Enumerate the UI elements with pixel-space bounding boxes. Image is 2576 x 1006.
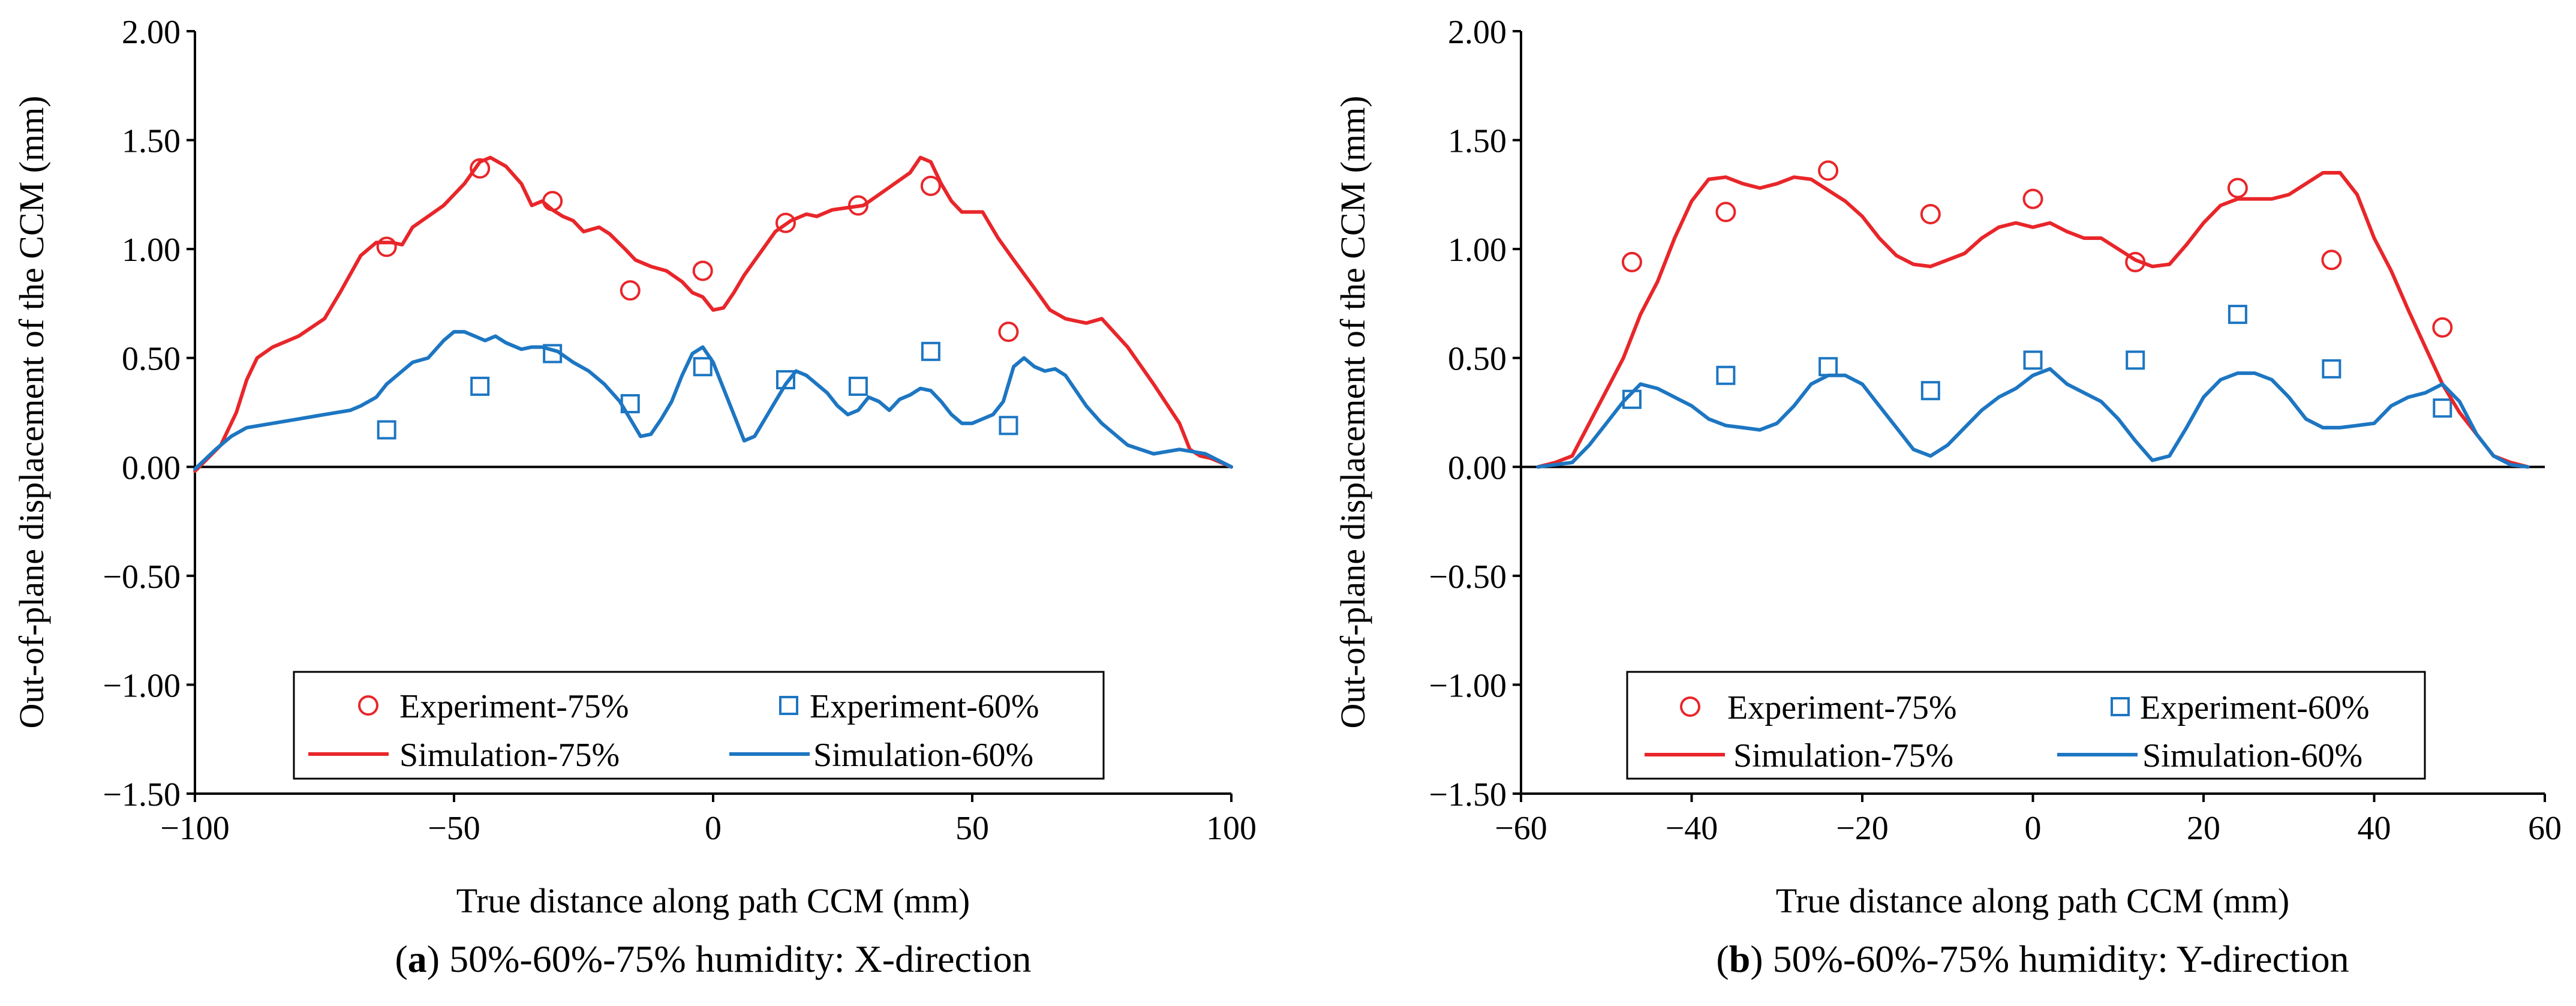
y-tick-label-b: 1.50	[1448, 123, 1507, 160]
legend-a: Experiment-75% Experiment-60% Simulation…	[293, 671, 1105, 780]
x-tick-label-b: −60	[1495, 810, 1547, 847]
legend-label-exp60: Experiment-60%	[810, 688, 1039, 725]
legend-label-sim75: Simulation-75%	[399, 737, 620, 774]
legend-marker-exp60	[779, 696, 798, 715]
data-point-experiment-60	[921, 341, 940, 361]
data-point-experiment-60	[693, 357, 713, 377]
panel-label-a: a	[408, 938, 427, 980]
data-point-experiment-60	[2322, 359, 2341, 379]
x-tick-label-b: −20	[1836, 810, 1889, 847]
data-point-experiment-75	[2321, 250, 2342, 271]
data-point-experiment-60	[377, 420, 396, 440]
caption-a: (a) 50%-60%-75% humidity: X-direction	[395, 938, 1031, 980]
y-tick-label-b: 2.00	[1448, 14, 1507, 51]
y-axis-title-a: Out-of-plane displacement of the CCM (mm…	[12, 95, 51, 728]
data-point-experiment-75	[998, 322, 1019, 343]
data-point-experiment-75	[692, 260, 713, 281]
x-tick-label-a: −50	[428, 810, 480, 847]
y-tick-label-a: −0.50	[103, 558, 181, 596]
y-tick-label-b: 0.00	[1448, 449, 1507, 487]
data-point-experiment-75	[2022, 188, 2043, 209]
data-point-experiment-60	[470, 376, 490, 396]
data-point-experiment-75	[2432, 317, 2453, 338]
data-point-experiment-75	[1715, 202, 1736, 223]
x-tick-label-a: −100	[160, 810, 230, 847]
x-axis-title-a: True distance along path CCM (mm)	[456, 881, 970, 920]
data-point-experiment-75	[1920, 204, 1941, 225]
data-point-experiment-60	[1920, 381, 1940, 401]
y-tick-label-a: 1.50	[122, 123, 181, 160]
x-tick-label-b: 60	[2528, 810, 2562, 847]
y-tick-label-a: 2.00	[122, 14, 181, 51]
data-point-experiment-75	[542, 191, 563, 212]
data-point-experiment-75	[775, 212, 796, 233]
y-tick-label-a: 0.00	[122, 449, 181, 487]
y-tick-label-b: 1.00	[1448, 232, 1507, 269]
data-point-experiment-75	[1621, 251, 1642, 272]
y-tick-label-b: −0.50	[1429, 558, 1507, 596]
data-point-experiment-60	[1818, 357, 1838, 377]
legend-label-exp75: Experiment-75%	[399, 688, 629, 725]
legend-label-sim60: Simulation-60%	[2142, 737, 2362, 774]
data-point-experiment-60	[2228, 305, 2247, 325]
y-tick-label-a: 0.50	[122, 341, 181, 378]
legend-marker-exp75	[1680, 696, 1700, 717]
x-tick-label-b: 40	[2358, 810, 2391, 847]
y-tick-label-a: −1.50	[103, 776, 181, 813]
series-line-simulation-60	[1536, 367, 2530, 469]
legend-box-b	[1626, 671, 2426, 780]
y-tick-label-b: −1.50	[1429, 776, 1507, 813]
data-point-experiment-60	[2023, 350, 2043, 370]
x-axis-title-b: True distance along path CCM (mm)	[1776, 881, 2290, 920]
legend-label-sim60: Simulation-60%	[813, 737, 1033, 774]
data-point-experiment-60	[848, 376, 868, 396]
data-point-experiment-75	[920, 175, 941, 196]
caption-text-a: 50%-60%-75% humidity: X-direction	[449, 938, 1031, 980]
data-point-experiment-60	[999, 416, 1018, 436]
data-point-experiment-75	[470, 158, 491, 179]
y-axis-title-b: Out-of-plane displacement of the CCM (mm…	[1333, 95, 1372, 728]
data-point-experiment-60	[2433, 398, 2452, 418]
data-point-experiment-60	[2126, 350, 2145, 370]
x-tick-label-b: 20	[2187, 810, 2220, 847]
x-tick-label-a: 50	[955, 810, 989, 847]
x-tick-label-b: −40	[1666, 810, 1718, 847]
series-line-simulation-75	[1536, 171, 2530, 469]
y-tick-label-a: −1.00	[103, 667, 181, 704]
legend-label-exp60: Experiment-60%	[2140, 689, 2370, 726]
chart-panel-a: −1.50 −1.00 −0.50 0.00 0.50 1.00 1.50 2.00 −100…	[12, 14, 1257, 980]
legend-marker-exp60	[2111, 697, 2130, 716]
x-tick-label-a: 0	[705, 810, 722, 847]
chart-panel-b: −1.50 −1.00 −0.50 0.00 0.50 1.00 1.50 2.00 −60 −…	[1333, 14, 2562, 980]
legend-label-sim75: Simulation-75%	[1733, 737, 1953, 774]
data-point-experiment-75	[1818, 160, 1839, 181]
data-point-experiment-75	[847, 195, 868, 216]
data-point-experiment-75	[2227, 178, 2248, 199]
legend-marker-exp75	[358, 695, 378, 716]
data-point-experiment-75	[620, 280, 641, 301]
y-tick-label-b: 0.50	[1448, 341, 1507, 378]
series-line-simulation-75	[193, 155, 1233, 473]
data-point-experiment-75	[376, 236, 397, 257]
y-tick-label-a: 1.00	[122, 232, 181, 269]
series-line-simulation-60	[193, 330, 1233, 471]
panel-label-b: b	[1729, 938, 1751, 980]
legend-b: Experiment-75% Experiment-60% Simulation…	[1626, 671, 2426, 780]
legend-label-exp75: Experiment-75%	[1727, 689, 1957, 726]
caption-b: (b) 50%-60%-75% humidity: Y-direction	[1716, 938, 2349, 980]
legend-box-a	[293, 671, 1105, 780]
data-point-experiment-60	[775, 370, 795, 390]
x-tick-label-b: 0	[2025, 810, 2042, 847]
caption-text-b: 50%-60%-75% humidity: Y-direction	[1773, 938, 2349, 980]
data-point-experiment-60	[1716, 365, 1736, 385]
x-tick-label-a: 100	[1206, 810, 1257, 847]
y-tick-label-b: −1.00	[1429, 667, 1507, 704]
